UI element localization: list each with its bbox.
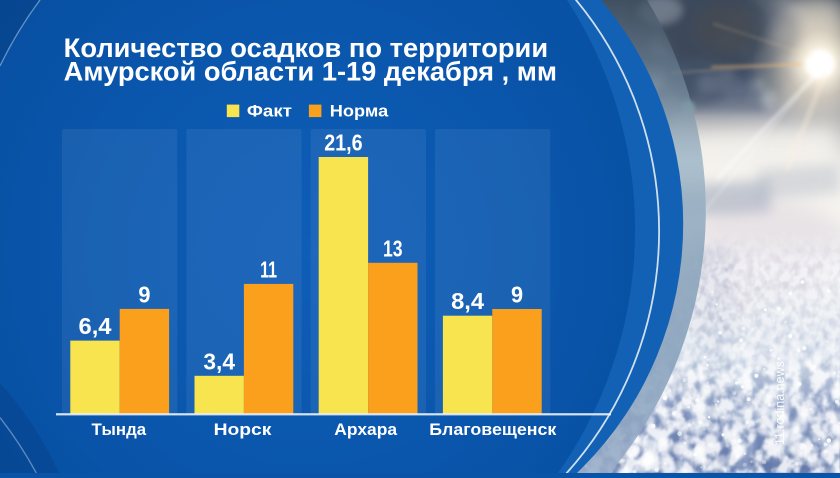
svg-text:8,4: 8,4: [451, 288, 484, 314]
svg-text:Норск: Норск: [214, 421, 273, 439]
svg-text:3,4: 3,4: [203, 348, 235, 374]
svg-text:Тында: Тында: [92, 421, 147, 439]
svg-text:11.rodina.news: 11.rodina.news: [773, 361, 787, 445]
svg-text:9: 9: [138, 281, 150, 307]
svg-text:Амурской области 1-19 декабря: Амурской области 1-19 декабря , мм: [64, 57, 557, 87]
svg-text:Архара: Архара: [334, 421, 398, 439]
svg-text:11: 11: [260, 256, 277, 282]
svg-text:6,4: 6,4: [79, 313, 112, 339]
svg-text:Благовещенск: Благовещенск: [429, 421, 557, 439]
svg-text:21,6: 21,6: [324, 130, 362, 156]
svg-text:Факт: Факт: [247, 102, 292, 120]
svg-text:13: 13: [383, 235, 403, 261]
svg-text:9: 9: [511, 282, 523, 308]
svg-text:Норма: Норма: [330, 102, 389, 120]
svg-text:Количество осадков по территор: Количество осадков по территории: [64, 33, 548, 63]
